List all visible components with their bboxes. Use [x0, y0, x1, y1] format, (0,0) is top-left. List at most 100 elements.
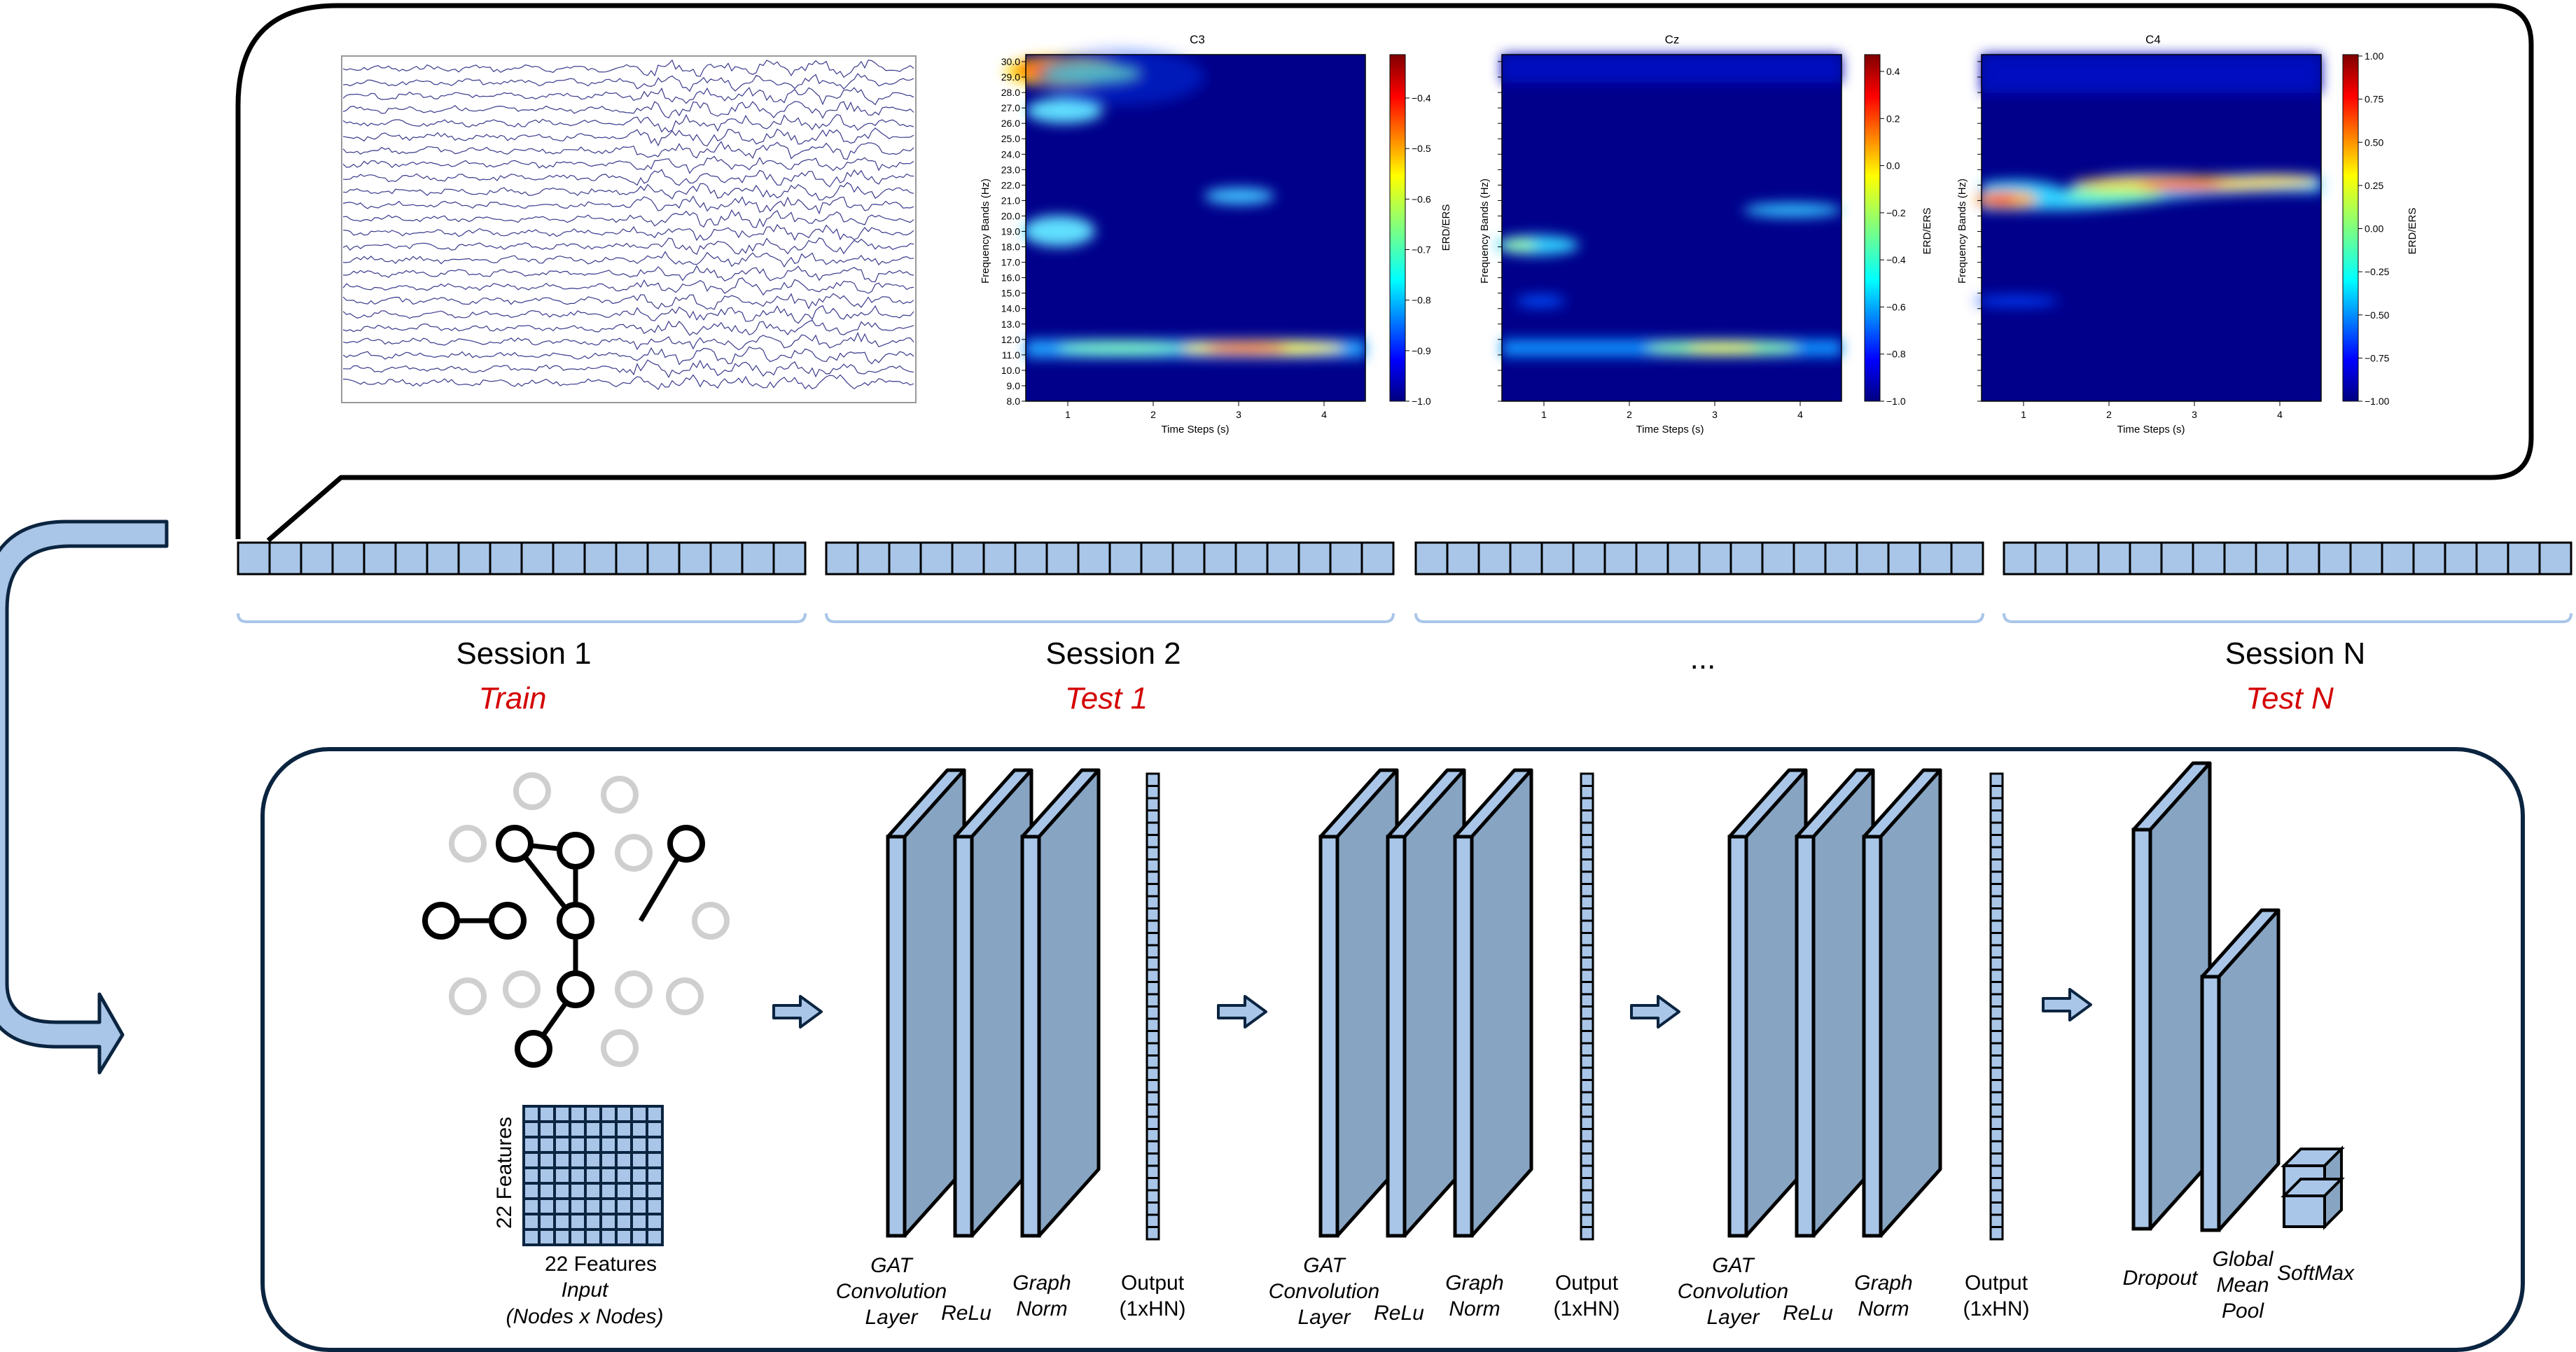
flow-arrow-icon [1217, 995, 1267, 1029]
session-segment [2286, 541, 2320, 576]
session-segment [1234, 541, 1269, 576]
flow-arrow-icon [1630, 995, 1680, 1029]
cbar-tick-label: −0.6 [1412, 193, 1431, 204]
graph-node-active [515, 1030, 552, 1068]
graph-node-active [557, 832, 594, 870]
ylabel: Frequency Bands (Hz) [1956, 179, 1968, 284]
ytick-label: 29.0 [1001, 71, 1020, 83]
eeg-trace [342, 101, 914, 119]
session-segment [2066, 541, 2100, 576]
eeg-trace [342, 73, 914, 92]
session-segment [363, 541, 397, 576]
session-segment [2223, 541, 2257, 576]
eeg-trace [342, 209, 914, 228]
output-label: Output [1121, 1271, 1185, 1295]
cbar-tick-label: −0.4 [1886, 254, 1906, 265]
session-segment [1572, 541, 1606, 576]
session-segment [1297, 541, 1332, 576]
cbar-tick-label: −1.00 [2365, 396, 2390, 407]
session-1-label: Session 1 [456, 636, 591, 671]
session-segment [2412, 541, 2446, 576]
eeg-trace [342, 237, 914, 256]
session-segment [1729, 541, 1764, 576]
cbar-label: ERD/ERS [2407, 208, 2418, 255]
xtick-label: 2 [1627, 409, 1632, 420]
ytick-label: 26.0 [1001, 118, 1020, 129]
eeg-trace [342, 319, 914, 336]
ytick-label: 16.0 [1001, 272, 1020, 284]
cbar-tick-label: −0.2 [1886, 207, 1906, 218]
norm-label: Norm [1449, 1297, 1500, 1320]
session-segment [1635, 541, 1669, 576]
session-segment [1603, 541, 1638, 576]
axis-ticks: 30.029.028.027.026.025.024.023.022.021.0… [1001, 50, 2390, 420]
session-segment [426, 541, 460, 576]
gat-label: Layer [1297, 1306, 1351, 1329]
session-segment [1446, 541, 1480, 576]
eeg-trace [342, 374, 914, 391]
cbar-tick-label: −0.6 [1886, 301, 1906, 312]
eeg-trace [342, 155, 914, 174]
session-2-role: Test 1 [1065, 681, 1148, 716]
graph-node-inactive [615, 834, 653, 872]
cbar-tick-label: −0.8 [1886, 349, 1906, 360]
session-segment [1950, 541, 1984, 576]
ytick-label: 17.0 [1001, 257, 1020, 268]
ytick-label: 18.0 [1001, 242, 1020, 253]
session-segment [2034, 541, 2068, 576]
session-segment [2475, 541, 2509, 576]
pool-label: Pool [2222, 1299, 2264, 1323]
graph-illustration [422, 772, 730, 1068]
session-segment [268, 541, 302, 576]
eeg-trace [342, 141, 914, 160]
dropout-label: Dropout [2123, 1267, 2199, 1290]
eeg-trace [342, 127, 914, 147]
gat-label: Layer [865, 1306, 918, 1329]
output-vector [1146, 772, 1160, 1241]
eeg-trace [342, 305, 914, 324]
cbar-tick-label: −0.8 [1412, 295, 1431, 306]
session-segment [2318, 541, 2352, 576]
input-features-side: 22 Features [493, 1117, 516, 1229]
ytick-label: 24.0 [1001, 148, 1020, 160]
session-n-label: Session N [2225, 636, 2366, 671]
ytick-label: 22.0 [1001, 179, 1020, 190]
eeg-trace [342, 331, 914, 351]
session-segment [982, 541, 1017, 576]
xtick-label: 4 [1321, 409, 1327, 420]
session-segment [2507, 541, 2541, 576]
eeg-trace [342, 182, 914, 201]
ytick-label: 15.0 [1001, 288, 1020, 299]
session-segment [2349, 541, 2383, 576]
session-segment [2381, 541, 2415, 576]
session-segment [520, 541, 555, 576]
xtick-label: 3 [1236, 409, 1241, 420]
session-segment [583, 541, 618, 576]
gat-label: Layer [1706, 1306, 1760, 1329]
xlabel: Time Steps (s) [2117, 424, 2185, 435]
eeg-trace [342, 277, 914, 296]
eeg-trace [342, 223, 914, 242]
session-2-label: Session 2 [1045, 636, 1181, 671]
xtick-label: 4 [1797, 409, 1803, 420]
ylabel: Frequency Bands (Hz) [1479, 179, 1491, 284]
session-segment [2538, 541, 2572, 576]
eeg-trace [342, 59, 914, 78]
ytick-label: 28.0 [1001, 87, 1020, 98]
heatmap-title: Cz [1665, 33, 1680, 46]
session-segment [1477, 541, 1512, 576]
xtick-label: 3 [1712, 409, 1718, 420]
flow-arrow-icon [772, 995, 823, 1029]
session-segment [2160, 541, 2194, 576]
session-n-role: Test N [2246, 681, 2334, 716]
cbar-tick-label: −0.7 [1412, 244, 1431, 256]
graph-node-inactive [615, 970, 653, 1008]
session-segment [1856, 541, 1890, 576]
session-segment [825, 541, 859, 576]
pool-label: Global [2213, 1248, 2274, 1271]
gat-label: GAT [1712, 1254, 1755, 1277]
session-segment [1077, 541, 1111, 576]
session-segment [1509, 541, 1543, 576]
